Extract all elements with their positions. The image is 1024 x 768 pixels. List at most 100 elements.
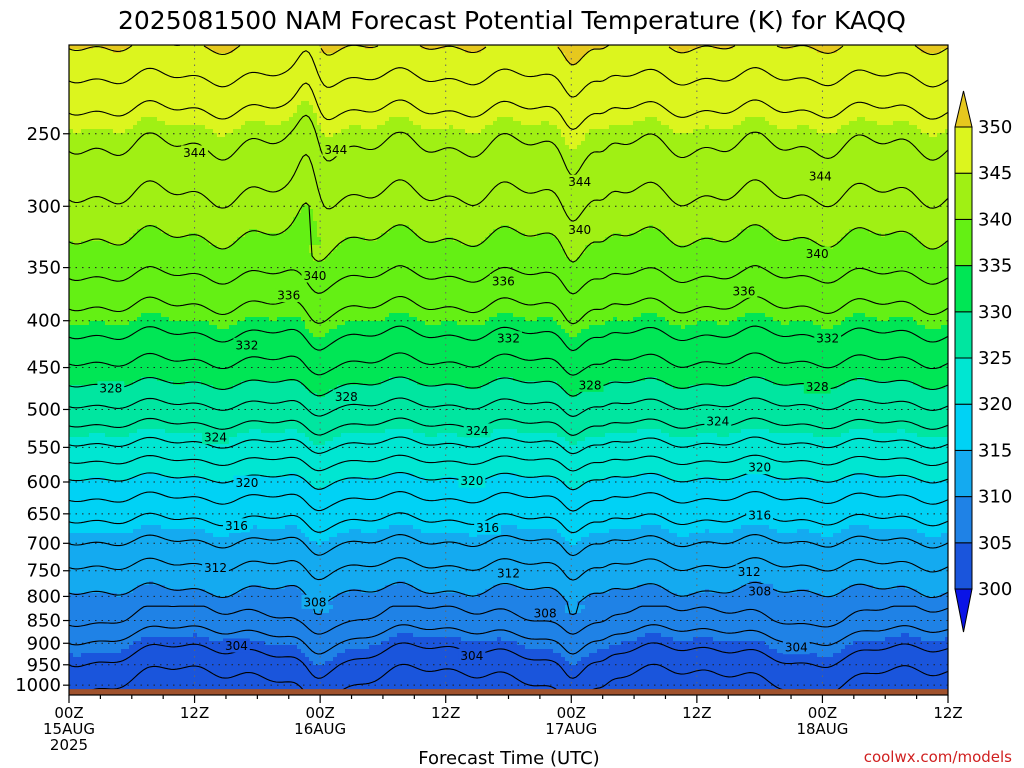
theta-fill-cell — [489, 641, 494, 695]
theta-fill-cell — [845, 381, 850, 434]
theta-fill-cell — [457, 49, 462, 130]
theta-fill-cell — [461, 437, 466, 482]
theta-fill-cell — [929, 389, 934, 438]
theta-fill-cell — [229, 245, 234, 326]
theta-fill-cell — [369, 49, 374, 130]
theta-fill-cell — [169, 45, 174, 126]
theta-fill-cell — [721, 129, 726, 242]
theta-fill-cell — [121, 45, 126, 50]
x-tick-label: 00Z — [557, 704, 586, 722]
theta-fill-cell — [725, 481, 730, 534]
theta-fill-cell — [169, 433, 174, 478]
theta-fill-cell — [653, 585, 658, 634]
theta-fill-cell — [753, 581, 758, 642]
theta-fill-cell — [517, 477, 522, 530]
theta-fill-cell — [177, 385, 182, 434]
theta-fill-cell — [777, 533, 782, 594]
theta-fill-cell — [73, 133, 78, 246]
theta-fill-cell — [217, 389, 222, 438]
y-tick-label: 600 — [27, 472, 61, 493]
theta-fill-cell — [349, 649, 354, 695]
contour-label-bg — [322, 142, 350, 157]
theta-fill-cell — [637, 429, 642, 478]
theta-fill-cell — [577, 613, 582, 662]
theta-fill-cell — [913, 321, 918, 386]
theta-fill-cell — [133, 125, 138, 234]
theta-fill-cell — [265, 433, 270, 478]
theta-fill-cell — [725, 385, 730, 438]
theta-fill-cell — [805, 321, 810, 386]
theta-fill-cell — [489, 433, 494, 478]
theta-fill-cell — [73, 385, 78, 438]
theta-fill-cell — [865, 229, 870, 318]
theta-fill-cell — [845, 45, 850, 126]
theta-fill-cell — [253, 381, 258, 430]
theta-fill-cell — [853, 429, 858, 474]
theta-fill-cell — [73, 481, 78, 534]
theta-fill-cell — [561, 481, 566, 538]
theta-fill-cell — [465, 133, 470, 246]
theta-fill-cell — [825, 537, 830, 598]
theta-fill-cell — [809, 321, 814, 386]
theta-fill-cell — [153, 429, 158, 474]
theta-fill-cell — [661, 125, 666, 234]
theta-fill-cell — [693, 533, 698, 594]
x-tick-label: 18AUG — [796, 720, 848, 738]
theta-fill-cell — [673, 593, 678, 642]
theta-fill-cell — [361, 45, 366, 130]
theta-fill-cell — [673, 325, 678, 390]
theta-fill-cell — [737, 233, 742, 318]
theta-fill-cell — [561, 657, 566, 695]
theta-fill-cell — [109, 325, 114, 386]
theta-fill-cell — [349, 125, 354, 238]
theta-fill-cell — [889, 45, 894, 126]
theta-fill-cell — [273, 477, 278, 530]
theta-fill-cell — [785, 481, 790, 534]
theta-fill-cell — [549, 125, 554, 234]
theta-fill-cell — [513, 317, 518, 382]
theta-fill-cell — [673, 245, 678, 326]
theta-fill-cell — [181, 433, 186, 478]
theta-fill-cell — [509, 117, 514, 230]
theta-fill-cell — [145, 429, 150, 474]
theta-fill-cell — [773, 45, 778, 126]
theta-fill-cell — [589, 481, 594, 534]
theta-fill-cell — [305, 45, 310, 102]
theta-fill-cell — [897, 585, 902, 638]
theta-fill-cell — [137, 381, 142, 430]
theta-fill-cell — [149, 637, 154, 694]
theta-fill-cell — [937, 537, 942, 598]
theta-fill-cell — [617, 589, 622, 646]
theta-fill-cell — [329, 537, 334, 602]
theta-fill-cell — [521, 125, 526, 234]
theta-fill-cell — [921, 389, 926, 438]
theta-fill-cell — [873, 317, 878, 382]
theta-fill-cell — [529, 321, 534, 382]
theta-fill-cell — [677, 245, 682, 326]
theta-fill-cell — [817, 533, 822, 594]
theta-fill-cell — [97, 533, 102, 594]
theta-fill-cell — [169, 381, 174, 434]
theta-fill-cell — [241, 641, 246, 695]
theta-fill-cell — [213, 53, 218, 134]
theta-fill-cell — [913, 477, 918, 530]
theta-fill-cell — [269, 45, 274, 126]
theta-fill-cell — [549, 317, 554, 382]
theta-fill-cell — [165, 45, 170, 126]
theta-fill-cell — [849, 585, 854, 646]
theta-fill-cell — [933, 45, 938, 54]
theta-fill-cell — [865, 641, 870, 695]
theta-fill-cell — [633, 589, 638, 642]
theta-fill-cell — [549, 381, 554, 434]
theta-fill-cell — [293, 217, 298, 318]
theta-fill-cell — [717, 641, 722, 695]
theta-fill-cell — [665, 237, 670, 322]
theta-fill-cell — [681, 437, 686, 482]
theta-fill-cell — [777, 321, 782, 386]
theta-fill-cell — [825, 481, 830, 538]
theta-fill-cell — [737, 477, 742, 530]
contour-label-bg — [495, 565, 522, 580]
theta-fill-cell — [345, 45, 350, 130]
theta-fill-cell — [369, 481, 374, 534]
